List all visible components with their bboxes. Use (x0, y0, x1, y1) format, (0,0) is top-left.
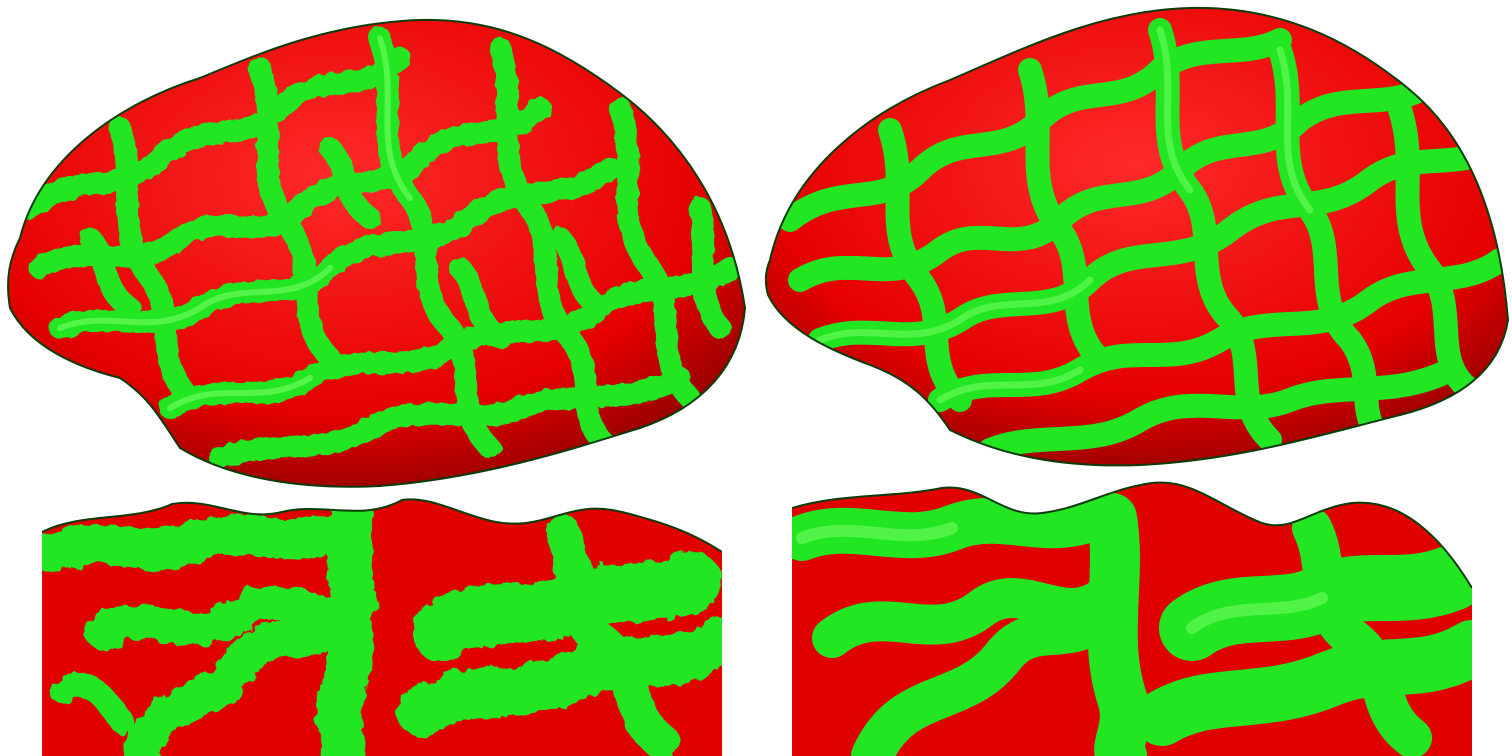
brain-surface-noisy-render (7, 18, 747, 488)
brain-surface-smoothed (760, 0, 1512, 470)
brain-closeup-smoothed (792, 478, 1472, 756)
brain-surface-smoothed-render (764, 6, 1510, 467)
brain-surface-noisy (0, 8, 752, 490)
brain-closeup-noisy (42, 492, 722, 756)
brain-closeup-smoothed-render (792, 481, 1472, 756)
brain-closeup-noisy-render (42, 498, 722, 756)
